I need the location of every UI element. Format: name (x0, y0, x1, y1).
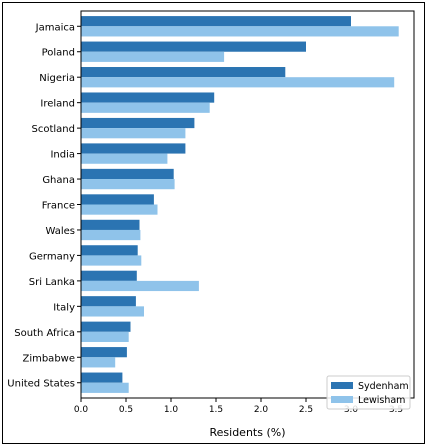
bar-sydenham-zimbabwe (81, 347, 127, 358)
x-tick-label: 2.5 (299, 405, 313, 415)
bar-sydenham-poland (81, 41, 306, 52)
bar-lewisham-zimbabwe (81, 357, 116, 368)
bar-lewisham-jamaica (81, 26, 399, 37)
bar-lewisham-scotland (81, 128, 186, 139)
bar-sydenham-italy (81, 296, 136, 307)
y-tick-label: United States (7, 379, 75, 390)
legend-label-lewisham: Lewisham (358, 395, 405, 406)
y-tick-label: France (42, 201, 75, 212)
y-tick-label: Scotland (32, 124, 75, 135)
x-tick-label: 3.0 (344, 405, 359, 415)
bar-lewisham-india (81, 153, 168, 164)
y-tick-label: South Africa (14, 328, 75, 339)
y-tick-label: Poland (42, 48, 75, 59)
bar-lewisham-united-states (81, 382, 129, 393)
y-tick-label: Germany (29, 251, 75, 262)
y-axis: Jamaica Poland Nigeria Ireland Scotland India… (7, 22, 81, 390)
x-axis: 0.0 0.5 1.0 1.5 2.0 2.5 3.0 3.5 (74, 398, 403, 415)
x-tick-label: 2.0 (254, 405, 269, 415)
bar-lewisham-sri-lanka (81, 280, 199, 292)
bar-sydenham-jamaica (81, 16, 351, 27)
bar-lewisham-south-africa (81, 331, 129, 342)
bar-sydenham-ghana (81, 168, 174, 180)
bar-sydenham-south-africa (81, 321, 131, 332)
y-tick-label: Nigeria (39, 73, 75, 84)
bar-sydenham-sri-lanka (81, 270, 137, 281)
bar-lewisham-wales (81, 229, 141, 241)
legend: Sydenham Lewisham (326, 375, 411, 410)
bar-sydenham-india (81, 143, 186, 154)
bars-layer (81, 16, 399, 393)
y-tick-label: Jamaica (35, 22, 75, 33)
x-axis-label: Residents (%) (209, 426, 285, 439)
bar-lewisham-nigeria (81, 77, 395, 88)
bar-lewisham-germany (81, 255, 142, 266)
legend-label-sydenham: Sydenham (358, 381, 409, 392)
bar-lewisham-france (81, 204, 158, 215)
bar-sydenham-nigeria (81, 67, 286, 78)
x-tick-label: 0.5 (119, 405, 133, 415)
bar-sydenham-germany (81, 245, 138, 256)
bar-lewisham-italy (81, 306, 144, 317)
x-tick-label: 3.5 (389, 405, 403, 415)
bar-lewisham-ireland (81, 102, 210, 113)
bar-sydenham-scotland (81, 117, 195, 129)
bar-sydenham-united-states (81, 372, 123, 383)
y-tick-label: Ghana (42, 175, 75, 186)
bar-lewisham-ghana (81, 179, 175, 190)
bar-sydenham-france (81, 194, 154, 205)
y-tick-label: Wales (45, 226, 75, 237)
y-tick-label: Italy (53, 302, 75, 313)
bar-sydenham-wales (81, 219, 140, 230)
y-tick-label: Ireland (40, 99, 75, 110)
bar-lewisham-poland (81, 51, 225, 62)
x-tick-label: 0.0 (74, 405, 89, 415)
x-tick-label: 1.0 (164, 405, 179, 415)
y-tick-label: Sri Lanka (29, 277, 75, 288)
legend-swatch-sydenham (331, 382, 353, 389)
y-tick-label: India (50, 150, 75, 161)
bar-sydenham-ireland (81, 92, 215, 103)
x-tick-label: 1.5 (209, 405, 223, 415)
y-tick-label: Zimbabwe (22, 353, 75, 364)
legend-swatch-lewisham (331, 396, 353, 403)
